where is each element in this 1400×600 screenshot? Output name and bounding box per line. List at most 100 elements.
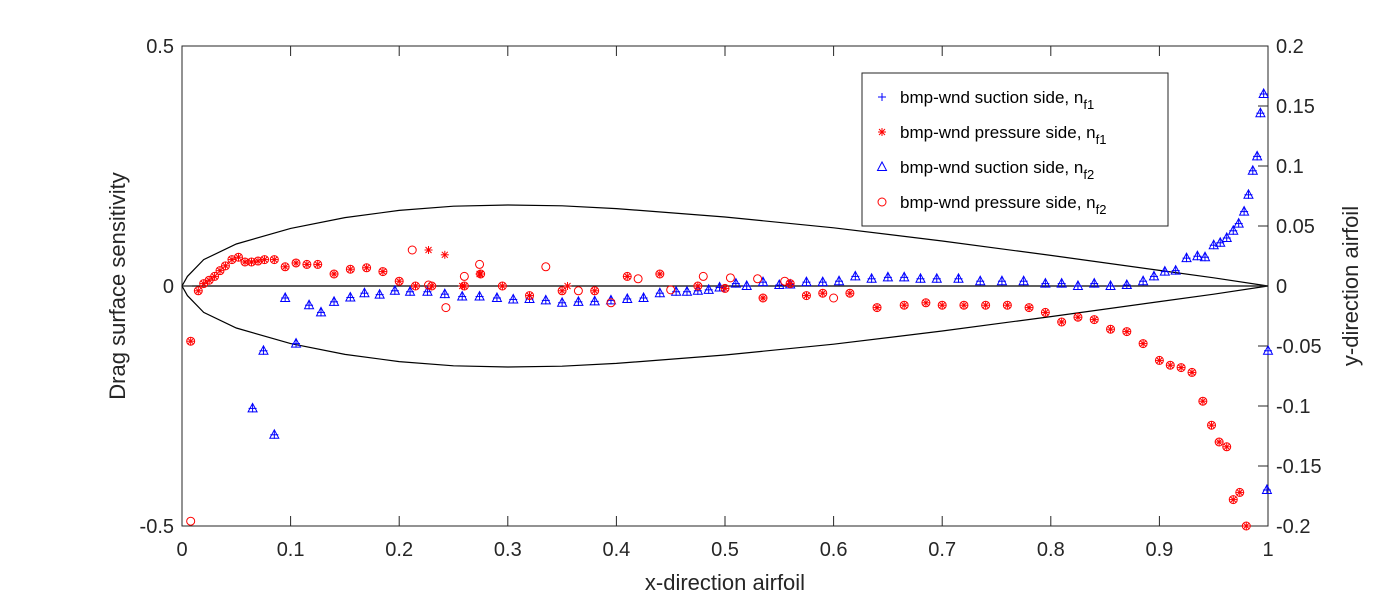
data-point-suction_f1_f2-triangle bbox=[279, 291, 291, 302]
legend-marker-triangle bbox=[876, 160, 888, 171]
data-point-pressure_f1_f2-circle bbox=[193, 286, 203, 296]
x-axis: 0 0.1 0.2 0.3 0.4 0.5 0.6 0.7 0.8 0.9 1 bbox=[176, 46, 1274, 561]
data-point-suction_f1_f2-triangle bbox=[328, 295, 340, 306]
x-tick-label: 0.3 bbox=[494, 539, 522, 561]
data-point-pressure_f1_f2-star bbox=[1222, 442, 1231, 451]
data-point-suction_f1_f2-triangle bbox=[290, 337, 302, 348]
data-point-pressure_f2_only-circle bbox=[606, 298, 616, 308]
data-point-pressure_f1_f2-star bbox=[498, 282, 507, 290]
data-point-pressure_f1_f2-circle bbox=[655, 269, 665, 279]
data-point-pressure_f1_f2-star bbox=[292, 258, 301, 267]
data-point-pressure_f1_f2-star bbox=[427, 282, 436, 290]
y-tick-label: 0.5 bbox=[146, 36, 174, 58]
x-tick-label: 0.5 bbox=[711, 539, 739, 561]
data-point-suction_f1_f2-triangle bbox=[866, 272, 877, 283]
data-point-pressure_f1_f2-star bbox=[330, 270, 339, 278]
data-point-pressure_f1_f2-star bbox=[1177, 363, 1186, 372]
data-point-pressure_f2_only-circle bbox=[186, 516, 196, 526]
data-point-pressure_f1_f2-circle bbox=[845, 288, 855, 298]
data-point-pressure_f1_only-star bbox=[475, 270, 484, 278]
data-point-pressure_f1_f2-star bbox=[1139, 339, 1148, 348]
data-point-pressure_f1_f2-star bbox=[221, 261, 230, 270]
data-point-pressure_f1_f2-star bbox=[590, 286, 599, 295]
data-point-suction_f1_f2-triangle bbox=[422, 285, 433, 296]
data-point-suction_f1_f2-triangle bbox=[258, 344, 269, 355]
data-point-suction_f1_f2-triangle bbox=[439, 288, 451, 299]
data-point-pressure_f1_f2-circle bbox=[247, 257, 257, 267]
data-point-suction_f1_f2-triangle bbox=[344, 291, 356, 302]
data-point-pressure_f2_only-circle bbox=[424, 280, 434, 290]
data-point-suction_f1_f2-triangle bbox=[670, 285, 682, 296]
data-point-suction_f1_f2-triangle bbox=[801, 276, 812, 287]
data-point-pressure_f1_only-star bbox=[563, 282, 572, 290]
data-point-suction_f1_f2-triangle bbox=[692, 284, 704, 295]
data-point-suction_f1_f2-triangle bbox=[638, 291, 649, 302]
data-point-pressure_f1_f2-star bbox=[981, 301, 990, 310]
data-point-pressure_f1_f2-star bbox=[1229, 495, 1238, 504]
data-point-pressure_f1_f2-star bbox=[802, 291, 811, 300]
data-point-pressure_f1_f2-circle bbox=[1214, 437, 1224, 447]
x-tick-label: 0.1 bbox=[277, 539, 305, 561]
data-point-suction_f1_f2-triangle bbox=[931, 272, 943, 283]
data-point-pressure_f1_f2-circle bbox=[590, 286, 600, 296]
data-point-suction_f1_f2-triangle bbox=[1137, 275, 1149, 286]
data-point-pressure_f2_only-circle bbox=[541, 262, 551, 272]
data-point-pressure_f1_f2-circle bbox=[497, 281, 507, 291]
data-point-pressure_f1_f2-star bbox=[378, 267, 387, 276]
data-point-suction_f1_f2-triangle bbox=[540, 294, 552, 305]
data-point-pressure_f1_f2-circle bbox=[1002, 300, 1012, 310]
data-point-suction_f1_f2-triangle bbox=[1261, 483, 1273, 494]
y-axis-label: Drag surface sensitivity bbox=[105, 172, 130, 399]
data-point-pressure_f1_f2-circle bbox=[410, 281, 420, 291]
data-point-pressure_f1_f2-star bbox=[313, 260, 322, 269]
data-point-suction_f1_f2-triangle bbox=[1040, 277, 1051, 288]
data-point-suction_f1_f2-triangle bbox=[714, 281, 725, 292]
data-point-suction_f1_f2-triangle bbox=[1088, 277, 1100, 288]
data-point-pressure_f1_f2-star bbox=[210, 272, 219, 281]
data-point-pressure_f2_only-circle bbox=[753, 274, 763, 284]
data-point-pressure_f1_f2-circle bbox=[557, 286, 567, 296]
data-point-pressure_f1_f2-star bbox=[1187, 368, 1196, 377]
data-point-pressure_f1_f2-star bbox=[260, 255, 269, 264]
legend-marker-plus bbox=[878, 93, 886, 101]
data-point-suction_f1_f2-triangle bbox=[621, 292, 633, 303]
x-axis-label: x-direction airfoil bbox=[645, 570, 805, 595]
data-point-pressure_f1_f2-circle bbox=[269, 255, 279, 265]
data-point-pressure_f1_f2-star bbox=[186, 337, 195, 346]
data-point-suction_f1_f2-triangle bbox=[1148, 270, 1160, 281]
data-point-pressure_f1_f2-star bbox=[623, 272, 632, 281]
data-point-suction_f1_f2-triangle bbox=[703, 283, 715, 294]
data-point-suction_f1_f2-triangle bbox=[1181, 252, 1192, 263]
data-point-pressure_f1_f2-circle bbox=[1241, 521, 1251, 531]
data-point-pressure_f2_only-circle bbox=[459, 271, 469, 281]
data-point-suction_f1_f2-triangle bbox=[882, 271, 894, 282]
data-point-pressure_f1_f2-star bbox=[693, 282, 702, 290]
data-point-suction_f1_f2-triangle bbox=[1159, 265, 1171, 276]
data-point-suction_f1_f2-triangle bbox=[556, 296, 568, 307]
data-point-pressure_f1_f2-circle bbox=[1198, 396, 1208, 406]
data-point-suction_f1_f2-triangle bbox=[268, 428, 280, 439]
y-tick-label: 0 bbox=[163, 276, 174, 298]
data-point-suction_f1_f2-triangle bbox=[1247, 164, 1259, 175]
y2-tick-label: 0.05 bbox=[1276, 216, 1315, 238]
data-point-suction_f1_f2-triangle bbox=[1214, 236, 1226, 247]
data-point-pressure_f1_f2-circle bbox=[362, 263, 372, 273]
data-point-suction_f1_f2-triangle bbox=[1192, 250, 1203, 261]
data-point-pressure_f1_f2-star bbox=[818, 289, 827, 298]
data-point-pressure_f1_f2-star bbox=[1207, 421, 1216, 430]
data-point-pressure_f1_f2-star bbox=[1041, 308, 1050, 317]
data-point-pressure_f1_only-star bbox=[440, 250, 449, 259]
data-point-pressure_f1_f2-star bbox=[362, 263, 371, 272]
data-point-pressure_f1_f2-star bbox=[1166, 361, 1175, 370]
data-point-pressure_f1_f2-circle bbox=[1040, 307, 1050, 317]
data-point-suction_f1_f2-triangle bbox=[404, 285, 416, 296]
y2-tick-label: -0.2 bbox=[1276, 516, 1310, 538]
y2-tick-label: -0.15 bbox=[1276, 456, 1322, 478]
y2-tick-label: 0.2 bbox=[1276, 36, 1304, 58]
data-point-pressure_f2_only-circle bbox=[725, 273, 735, 283]
data-point-pressure_f1_f2-star bbox=[873, 303, 882, 312]
x-tick-label: 0.2 bbox=[385, 539, 413, 561]
data-point-pressure_f2_only-circle bbox=[573, 286, 583, 296]
data-point-pressure_f1_f2-star bbox=[1106, 325, 1115, 334]
